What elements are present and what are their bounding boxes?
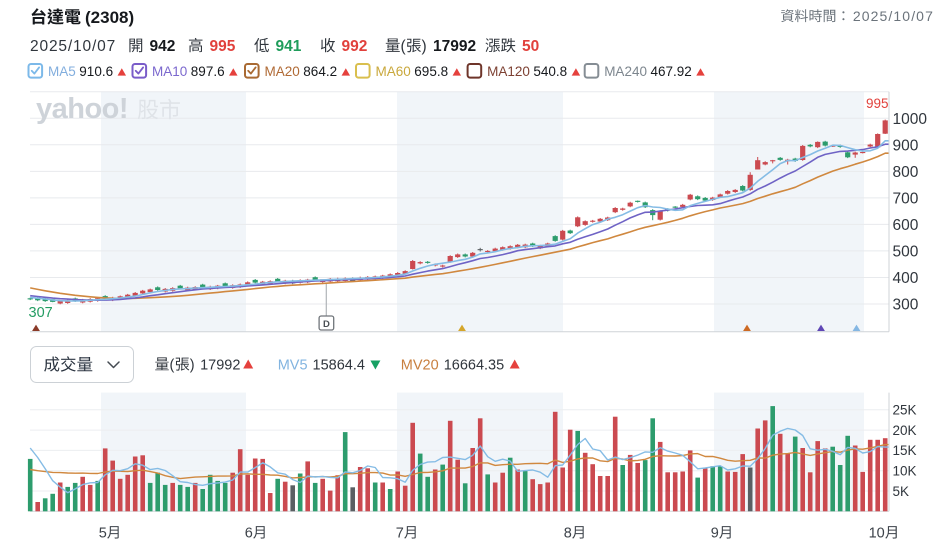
svg-text:17992: 17992 [200,358,240,374]
svg-text:467.92: 467.92 [651,64,692,79]
svg-text:6: 6 [245,526,253,542]
svg-text:992: 992 [342,38,368,55]
svg-text:695.8: 695.8 [414,64,448,79]
svg-text:): ) [190,358,195,374]
svg-text:25K: 25K [893,403,917,418]
svg-text:2025/10/07: 2025/10/07 [30,38,116,55]
svg-text:): ) [422,38,427,55]
svg-text:2025/10/07: 2025/10/07 [853,8,934,24]
svg-text:941: 941 [276,38,302,55]
svg-text:20K: 20K [893,423,917,438]
svg-text:MA5: MA5 [48,64,76,79]
svg-text:50: 50 [522,38,539,55]
svg-text:10K: 10K [893,464,917,479]
svg-text:307: 307 [29,305,53,321]
svg-text:864.2: 864.2 [303,64,337,79]
svg-text:(: ( [170,358,175,374]
svg-text:17992: 17992 [433,38,476,55]
svg-text:15864.4: 15864.4 [313,358,365,374]
svg-text:942: 942 [150,38,176,55]
svg-text:MA20: MA20 [265,64,300,79]
svg-text:900: 900 [893,137,919,154]
svg-text:9: 9 [711,526,719,542]
svg-text:1000: 1000 [893,111,928,128]
svg-text:MA10: MA10 [152,64,187,79]
svg-text:yahoo!: yahoo! [36,93,128,125]
svg-text:995: 995 [210,38,236,55]
svg-text:400: 400 [893,270,919,287]
svg-text:910.6: 910.6 [79,64,113,79]
svg-text:500: 500 [893,243,919,260]
svg-text:600: 600 [893,217,919,234]
svg-text:16664.35: 16664.35 [444,358,504,374]
svg-text:(2308): (2308) [85,8,134,27]
svg-text:540.8: 540.8 [533,64,567,79]
svg-text:MA120: MA120 [487,64,530,79]
svg-text:MV20: MV20 [401,358,439,374]
svg-text:5: 5 [99,526,107,542]
svg-text:(: ( [401,38,407,55]
svg-text:800: 800 [893,164,919,181]
svg-text:MA240: MA240 [604,64,647,79]
svg-text:300: 300 [893,297,919,314]
svg-text:MA60: MA60 [376,64,411,79]
svg-text:700: 700 [893,190,919,207]
svg-text:7: 7 [396,526,404,542]
svg-text:15K: 15K [893,443,917,458]
svg-text:897.6: 897.6 [191,64,225,79]
svg-text:8: 8 [564,526,572,542]
svg-text:D: D [323,319,330,330]
svg-text:10: 10 [869,526,885,542]
svg-text:995: 995 [866,96,889,111]
svg-text:MV5: MV5 [278,358,308,374]
svg-text:5K: 5K [893,484,910,499]
